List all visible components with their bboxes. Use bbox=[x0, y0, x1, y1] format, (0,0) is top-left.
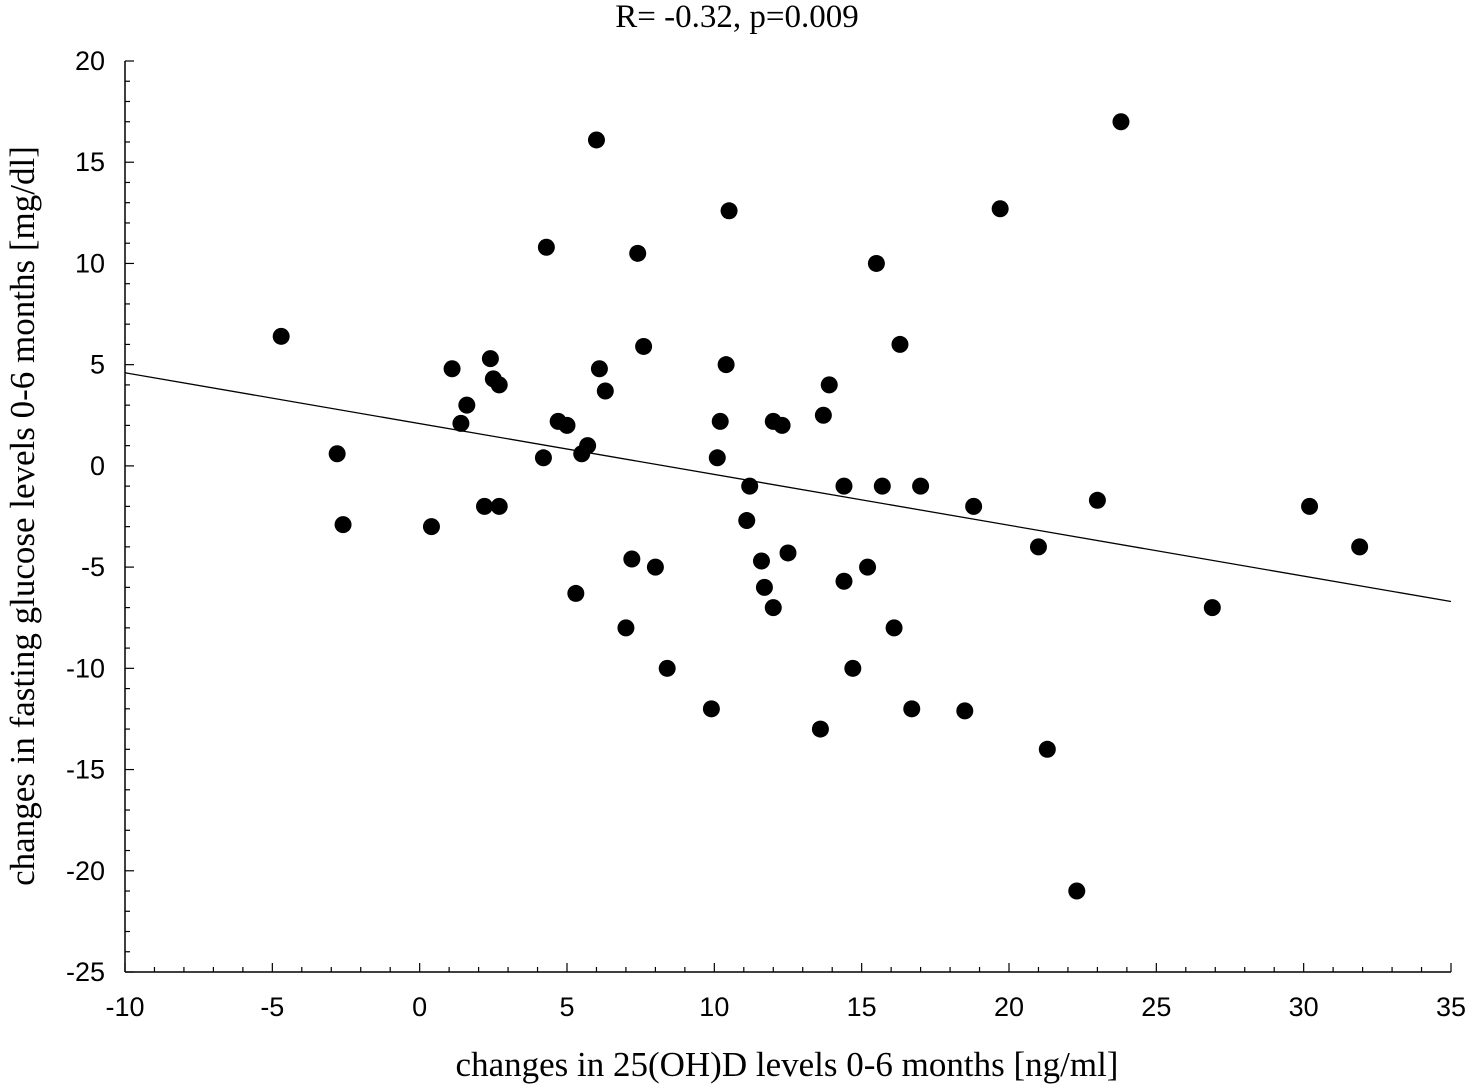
data-point bbox=[844, 659, 862, 677]
data-point bbox=[1029, 538, 1047, 556]
data-point bbox=[867, 254, 885, 272]
data-point bbox=[646, 558, 664, 576]
data-point bbox=[1112, 113, 1130, 131]
data-point bbox=[475, 497, 493, 515]
y-tick-label: 5 bbox=[90, 350, 105, 380]
y-tick-label: 15 bbox=[75, 147, 105, 177]
data-point bbox=[764, 599, 782, 617]
data-points bbox=[272, 113, 1369, 900]
data-point bbox=[702, 700, 720, 718]
x-axis-tick-labels: -10 -5 0 5 10 15 20 25 30 35 bbox=[105, 992, 1466, 1022]
data-point bbox=[859, 558, 877, 576]
data-point bbox=[779, 544, 797, 562]
data-point bbox=[537, 238, 555, 256]
data-point bbox=[820, 376, 838, 394]
x-tick-label: 10 bbox=[699, 992, 729, 1022]
data-point bbox=[965, 497, 983, 515]
data-point bbox=[272, 327, 290, 345]
data-point bbox=[717, 356, 735, 374]
data-point bbox=[328, 445, 346, 463]
data-point bbox=[1068, 882, 1086, 900]
data-point bbox=[720, 202, 738, 220]
x-tick-label: 5 bbox=[559, 992, 574, 1022]
y-axis-ticks bbox=[125, 60, 134, 973]
data-point bbox=[956, 702, 974, 720]
y-tick-label: 20 bbox=[75, 46, 105, 76]
data-point bbox=[912, 477, 930, 495]
data-point bbox=[579, 437, 597, 455]
data-point bbox=[991, 200, 1009, 218]
data-point bbox=[873, 477, 891, 495]
y-tick-label: -15 bbox=[66, 755, 105, 785]
data-point bbox=[629, 244, 647, 262]
data-point bbox=[617, 619, 635, 637]
data-point bbox=[741, 477, 759, 495]
y-tick-label: -25 bbox=[66, 957, 105, 987]
data-point bbox=[623, 550, 641, 568]
y-tick-label: -5 bbox=[81, 552, 105, 582]
data-point bbox=[835, 477, 853, 495]
x-tick-label: 35 bbox=[1436, 992, 1466, 1022]
data-point bbox=[711, 412, 729, 430]
x-tick-label: -5 bbox=[260, 992, 284, 1022]
data-point bbox=[590, 360, 608, 378]
y-tick-label: 0 bbox=[90, 451, 105, 481]
data-point bbox=[835, 572, 853, 590]
x-tick-label: -10 bbox=[105, 992, 144, 1022]
data-point bbox=[422, 518, 440, 536]
data-point bbox=[334, 516, 352, 534]
data-point bbox=[708, 449, 726, 467]
data-point bbox=[567, 584, 585, 602]
data-point bbox=[658, 659, 676, 677]
plot-area: -10 -5 0 5 10 15 20 25 30 35 -25 -20 -15 -10 -5 0 5 10 15… bbox=[66, 46, 1466, 1022]
data-point bbox=[891, 335, 909, 353]
data-point bbox=[443, 360, 461, 378]
data-point bbox=[1038, 740, 1056, 758]
data-point bbox=[1351, 538, 1369, 556]
x-tick-label: 25 bbox=[1141, 992, 1171, 1022]
x-axis-ticks bbox=[124, 963, 1452, 972]
data-point bbox=[755, 578, 773, 596]
data-point bbox=[458, 396, 476, 414]
data-point bbox=[534, 449, 552, 467]
data-point bbox=[587, 131, 605, 149]
data-point bbox=[558, 416, 576, 434]
data-point bbox=[596, 382, 614, 400]
data-point bbox=[885, 619, 903, 637]
data-point bbox=[1088, 491, 1106, 509]
data-point bbox=[452, 414, 470, 432]
data-point bbox=[814, 406, 832, 424]
data-point bbox=[738, 512, 756, 530]
data-point bbox=[903, 700, 921, 718]
x-tick-label: 15 bbox=[847, 992, 877, 1022]
data-point bbox=[752, 552, 770, 570]
data-point bbox=[490, 497, 508, 515]
chart-title: R= -0.32, p=0.009 bbox=[615, 0, 858, 35]
x-tick-label: 20 bbox=[994, 992, 1024, 1022]
data-point bbox=[773, 416, 791, 434]
data-point bbox=[635, 337, 653, 355]
x-tick-label: 0 bbox=[412, 992, 427, 1022]
data-point bbox=[1203, 599, 1221, 617]
data-point bbox=[490, 376, 508, 394]
y-tick-label: -20 bbox=[66, 856, 105, 886]
y-tick-label: -10 bbox=[66, 653, 105, 683]
x-axis-label: changes in 25(OH)D levels 0-6 months [ng… bbox=[456, 1045, 1119, 1084]
data-point bbox=[1301, 497, 1319, 515]
y-axis-tick-labels: -25 -20 -15 -10 -5 0 5 10 15 20 bbox=[66, 46, 105, 987]
x-tick-label: 30 bbox=[1289, 992, 1319, 1022]
data-point bbox=[481, 350, 499, 368]
y-axis-label: changes in fasting glucose levels 0-6 mo… bbox=[3, 146, 42, 886]
regression-line bbox=[124, 372, 1452, 603]
data-point bbox=[811, 720, 829, 738]
y-tick-label: 10 bbox=[75, 248, 105, 278]
